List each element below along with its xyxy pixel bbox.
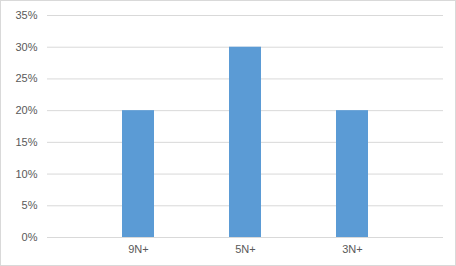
svg-text:3N+: 3N+ xyxy=(342,243,363,255)
svg-text:30%: 30% xyxy=(15,41,37,53)
svg-text:0%: 0% xyxy=(22,231,38,243)
svg-text:25%: 25% xyxy=(15,72,37,84)
svg-text:20%: 20% xyxy=(15,104,37,116)
svg-text:5N+: 5N+ xyxy=(235,243,256,255)
svg-text:5%: 5% xyxy=(22,199,38,211)
svg-text:35%: 35% xyxy=(15,9,37,21)
svg-text:9N+: 9N+ xyxy=(128,243,149,255)
svg-text:15%: 15% xyxy=(15,136,37,148)
svg-text:10%: 10% xyxy=(15,168,37,180)
